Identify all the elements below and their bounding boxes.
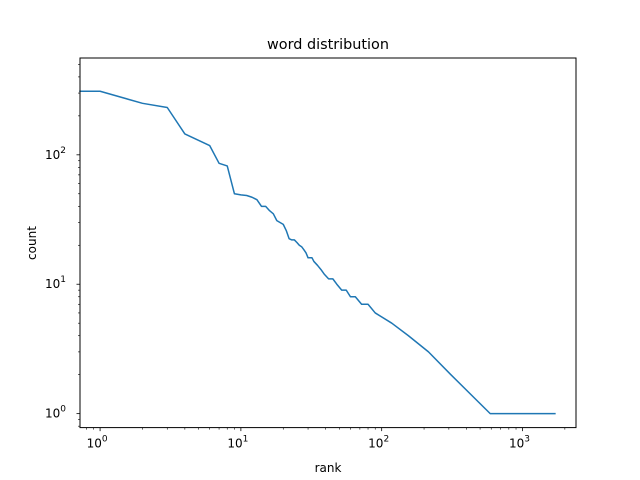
x-axis-label: rank: [315, 461, 342, 475]
y-tick-exponent: 0: [60, 405, 66, 415]
series-line-0: [79, 90, 556, 415]
chart-title: word distribution: [267, 37, 389, 53]
y-tick-exponent: 2: [60, 146, 66, 156]
y-axis-label: count: [25, 226, 39, 260]
x-tick-exponent: 3: [524, 435, 530, 445]
series-layer: [79, 90, 556, 415]
y-tick-exponent: 1: [60, 275, 66, 285]
x-tick-exponent: 2: [383, 435, 389, 445]
x-tick-exponent: 1: [243, 435, 249, 445]
plot-frame: [79, 57, 577, 429]
x-tick-exponent: 0: [102, 435, 108, 445]
